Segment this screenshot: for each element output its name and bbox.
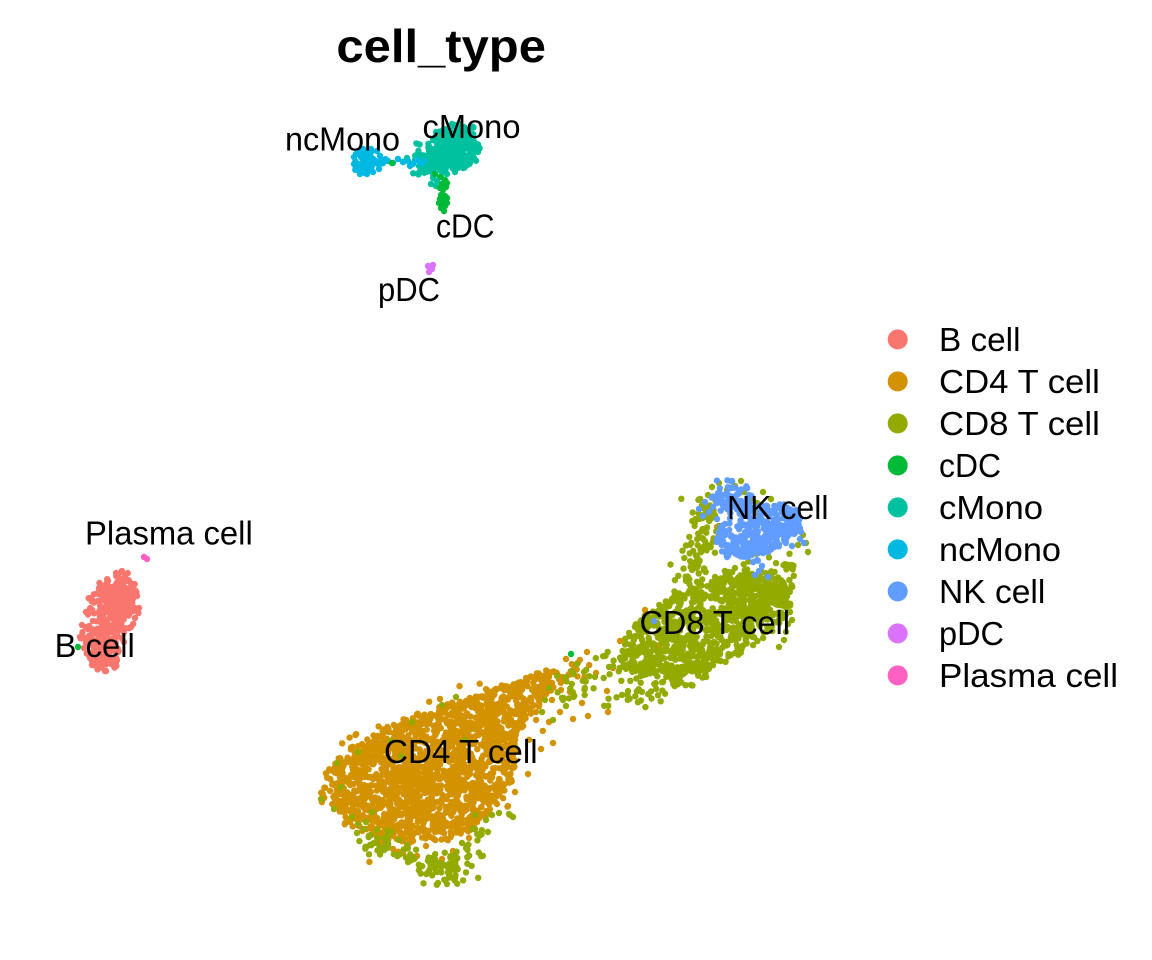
svg-text:CD4 T cell: CD4 T cell [939, 363, 1100, 400]
svg-text:B cell: B cell [55, 627, 135, 664]
svg-text:ncMono: ncMono [939, 531, 1061, 568]
svg-text:NK cell: NK cell [939, 573, 1045, 610]
svg-text:Plasma cell: Plasma cell [85, 515, 253, 552]
svg-text:CD8 T cell: CD8 T cell [939, 405, 1100, 442]
svg-text:cMono: cMono [939, 489, 1043, 526]
svg-text:CD4 T cell: CD4 T cell [384, 733, 538, 770]
svg-text:cMono: cMono [423, 108, 521, 145]
svg-text:NK cell: NK cell [727, 489, 829, 526]
svg-text:cDC: cDC [436, 208, 495, 245]
svg-text:cDC: cDC [939, 447, 1001, 484]
svg-text:CD8 T cell: CD8 T cell [639, 604, 790, 641]
svg-text:cell_type: cell_type [336, 20, 546, 72]
svg-text:pDC: pDC [939, 615, 1004, 652]
svg-text:pDC: pDC [378, 271, 440, 308]
svg-text:ncMono: ncMono [285, 121, 400, 158]
svg-text:Plasma cell: Plasma cell [939, 657, 1118, 694]
svg-text:B cell: B cell [939, 321, 1021, 358]
